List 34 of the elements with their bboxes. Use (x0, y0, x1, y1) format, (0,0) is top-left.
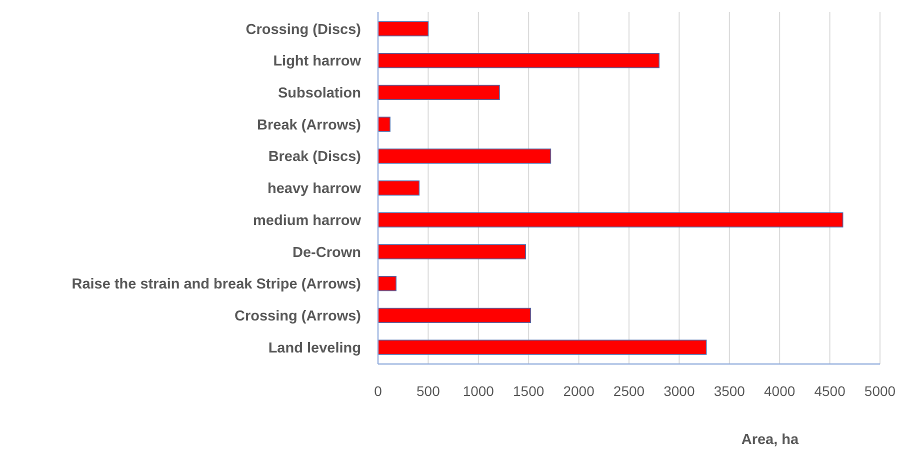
bar (378, 84, 500, 100)
x-tick-label: 0 (374, 383, 382, 399)
y-tick-label: Break (Discs) (268, 149, 362, 166)
bar (378, 180, 420, 196)
bar (378, 148, 552, 164)
y-tick-label: Subsolation (278, 86, 361, 102)
bar (378, 308, 532, 323)
x-tick-label: 500 (416, 383, 440, 399)
bar (378, 21, 429, 36)
x-tick-label: 2500 (613, 383, 645, 399)
y-tick-label: Light harrow (273, 54, 362, 70)
bar (378, 53, 660, 68)
bar (378, 276, 396, 292)
y-tick-label: heavy harrow (268, 181, 362, 198)
y-tick-label: Break (Arrows) (257, 117, 362, 134)
x-tick-label: 1500 (513, 383, 544, 399)
bar (378, 212, 844, 228)
x-tick-label: 3500 (714, 383, 746, 399)
y-tick-label: De-Crown (292, 244, 361, 261)
bar (378, 116, 390, 132)
y-tick-label: Crossing (Arrows) (234, 308, 362, 324)
x-tick-label: 2000 (563, 383, 595, 399)
x-tick-label: 4000 (764, 383, 796, 399)
y-tick-label: Raise the strain and break Stripe (Arrows) (72, 276, 362, 293)
y-tick-label: Crossing (Discs) (246, 22, 362, 38)
x-tick-label: 4500 (814, 383, 846, 399)
bar (378, 244, 526, 260)
x-tick-label: 3000 (664, 383, 695, 399)
x-tick-label: 1000 (462, 383, 494, 399)
x-tick-label: 5000 (864, 383, 896, 399)
bar (378, 340, 707, 355)
y-tick-label: Land leveling (268, 340, 361, 356)
x-axis-title: Area, ha (741, 432, 800, 448)
y-tick-label: medium harrow (253, 212, 362, 229)
